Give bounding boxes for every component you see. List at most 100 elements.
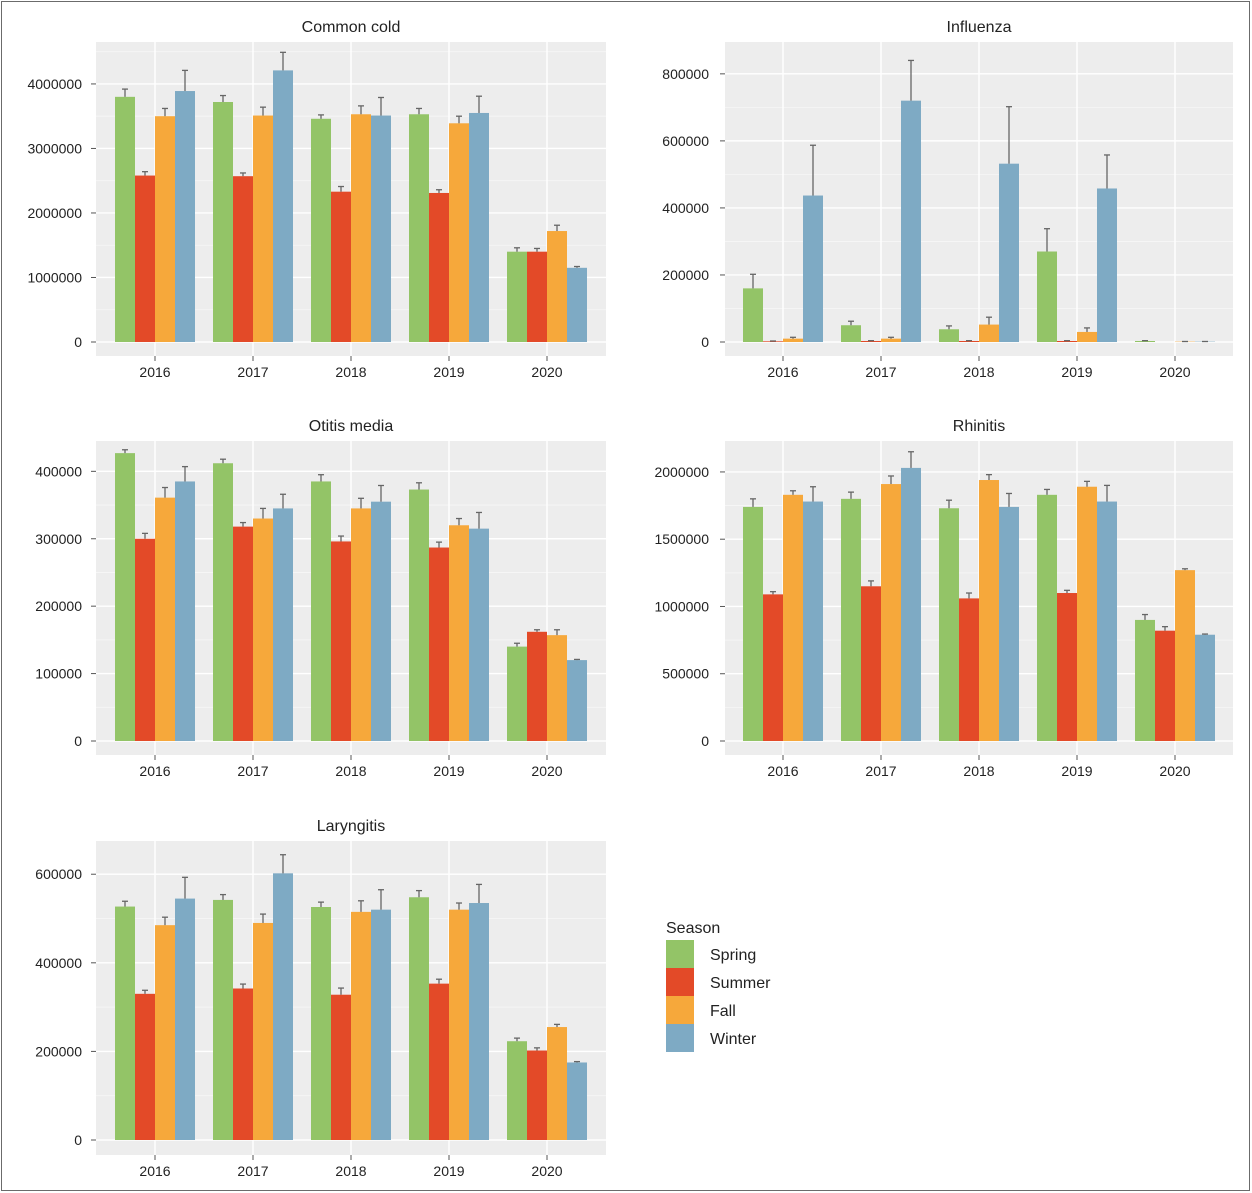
chart-title-common-cold: Common cold (302, 19, 401, 36)
y-tick-label: 200000 (35, 598, 82, 614)
bar-otitis-media-2018-summer (331, 541, 351, 741)
bar-otitis-media-2018-winter (371, 501, 391, 741)
legend-label-fall: Fall (710, 1003, 736, 1020)
bar-laryngitis-2017-summer (233, 988, 253, 1140)
y-tick-label: 2000000 (654, 464, 709, 480)
bar-influenza-2017-summer (861, 340, 881, 342)
x-tick-label-2018: 2018 (335, 763, 366, 779)
bar-rhinitis-2018-fall (979, 480, 999, 741)
chart-rhinitis: 0 500000 1000000 1500000 2000000 2016 2017 2018… (654, 418, 1233, 779)
y-tick-label: 500000 (662, 666, 709, 682)
bar-laryngitis-2020-spring (507, 1041, 527, 1140)
bar-otitis-media-2019-winter (469, 528, 489, 741)
bar-rhinitis-2020-summer (1155, 630, 1175, 741)
bar-laryngitis-2017-fall (253, 922, 273, 1140)
legend-label-summer: Summer (710, 975, 771, 992)
bar-common-cold-2016-summer (135, 175, 155, 342)
bar-laryngitis-2020-winter (567, 1062, 587, 1140)
bar-otitis-media-2016-summer (135, 538, 155, 741)
bar-common-cold-2020-fall (547, 231, 567, 342)
bar-influenza-2017-spring (841, 325, 861, 342)
bar-otitis-media-2019-fall (449, 525, 469, 741)
bar-otitis-media-2020-summer (527, 631, 547, 741)
bar-rhinitis-2019-spring (1037, 494, 1057, 741)
x-tick-label-2016: 2016 (139, 364, 170, 380)
bar-laryngitis-2018-summer (331, 994, 351, 1140)
y-tick-label: 400000 (35, 955, 82, 971)
legend-swatch-summer (666, 968, 694, 996)
bar-common-cold-2016-spring (115, 96, 135, 342)
bar-influenza-2016-spring (743, 288, 763, 342)
chart-title-influenza: Influenza (947, 19, 1012, 36)
bar-rhinitis-2019-fall (1077, 486, 1097, 741)
x-tick-label-2016: 2016 (767, 763, 798, 779)
x-tick-label-2018: 2018 (963, 763, 994, 779)
legend-swatch-spring (666, 940, 694, 968)
bar-common-cold-2019-fall (449, 123, 469, 343)
bar-otitis-media-2020-spring (507, 646, 527, 741)
bar-common-cold-2019-summer (429, 192, 449, 342)
bar-common-cold-2017-spring (213, 102, 233, 342)
chart-influenza: 0 200000 400000 600000 800000 2016 2017 2018 201… (662, 19, 1233, 380)
y-tick-label: 1000000 (654, 598, 709, 614)
bar-common-cold-2019-winter (469, 112, 489, 342)
x-tick-label-2018: 2018 (335, 364, 366, 380)
y-tick-label: 400000 (35, 463, 82, 479)
y-tick-label: 0 (701, 733, 709, 749)
chart-title-rhinitis: Rhinitis (953, 418, 1005, 435)
bar-laryngitis-2019-winter (469, 903, 489, 1140)
bar-influenza-2018-winter (999, 163, 1019, 342)
bar-rhinitis-2018-spring (939, 508, 959, 741)
bar-laryngitis-2018-winter (371, 909, 391, 1140)
bar-laryngitis-2018-spring (311, 907, 331, 1140)
bar-otitis-media-2019-summer (429, 547, 449, 741)
bar-influenza-2017-fall (881, 338, 901, 342)
bar-influenza-2019-fall (1077, 331, 1097, 342)
y-tick-label: 1500000 (654, 531, 709, 547)
x-tick-label-2018: 2018 (335, 1163, 366, 1179)
bar-rhinitis-2018-winter (999, 506, 1019, 741)
bar-common-cold-2017-summer (233, 176, 253, 342)
y-tick-label: 600000 (662, 133, 709, 149)
bar-rhinitis-2016-spring (743, 506, 763, 741)
bar-common-cold-2020-spring (507, 251, 527, 342)
bar-common-cold-2020-summer (527, 251, 547, 342)
x-tick-label-2016: 2016 (139, 1163, 170, 1179)
x-tick-label-2017: 2017 (237, 364, 268, 380)
bar-common-cold-2019-spring (409, 114, 429, 343)
y-tick-label: 0 (74, 334, 82, 350)
y-tick-label: 200000 (35, 1043, 82, 1059)
chart-title-otitis-media: Otitis media (309, 418, 394, 435)
bar-common-cold-2016-fall (155, 116, 175, 343)
bar-otitis-media-2016-winter (175, 481, 195, 741)
bar-laryngitis-2019-summer (429, 983, 449, 1140)
bar-laryngitis-2017-spring (213, 899, 233, 1140)
bar-laryngitis-2017-winter (273, 873, 293, 1140)
y-tick-label: 1000000 (27, 269, 82, 285)
bar-rhinitis-2020-spring (1135, 619, 1155, 741)
y-tick-label: 200000 (662, 267, 709, 283)
y-tick-label: 0 (701, 334, 709, 350)
bar-influenza-2018-fall (979, 324, 999, 342)
bar-rhinitis-2018-summer (959, 598, 979, 741)
bar-otitis-media-2017-spring (213, 463, 233, 741)
bar-rhinitis-2016-winter (803, 501, 823, 741)
bar-otitis-media-2018-spring (311, 481, 331, 741)
legend-swatch-winter (666, 1024, 694, 1052)
bar-common-cold-2017-fall (253, 115, 273, 342)
bar-influenza-2019-spring (1037, 251, 1057, 342)
bar-rhinitis-2017-fall (881, 484, 901, 741)
chart-title-laryngitis: Laryngitis (317, 818, 385, 835)
bar-common-cold-2020-winter (567, 267, 587, 342)
bar-common-cold-2016-winter (175, 91, 195, 342)
bar-influenza-2019-summer (1057, 340, 1077, 342)
bar-otitis-media-2016-fall (155, 497, 175, 741)
bar-otitis-media-2017-winter (273, 508, 293, 741)
bar-influenza-2016-fall (783, 338, 803, 342)
bar-otitis-media-2016-spring (115, 453, 135, 741)
legend-title: Season (666, 920, 720, 937)
x-tick-label-2020: 2020 (531, 364, 562, 380)
